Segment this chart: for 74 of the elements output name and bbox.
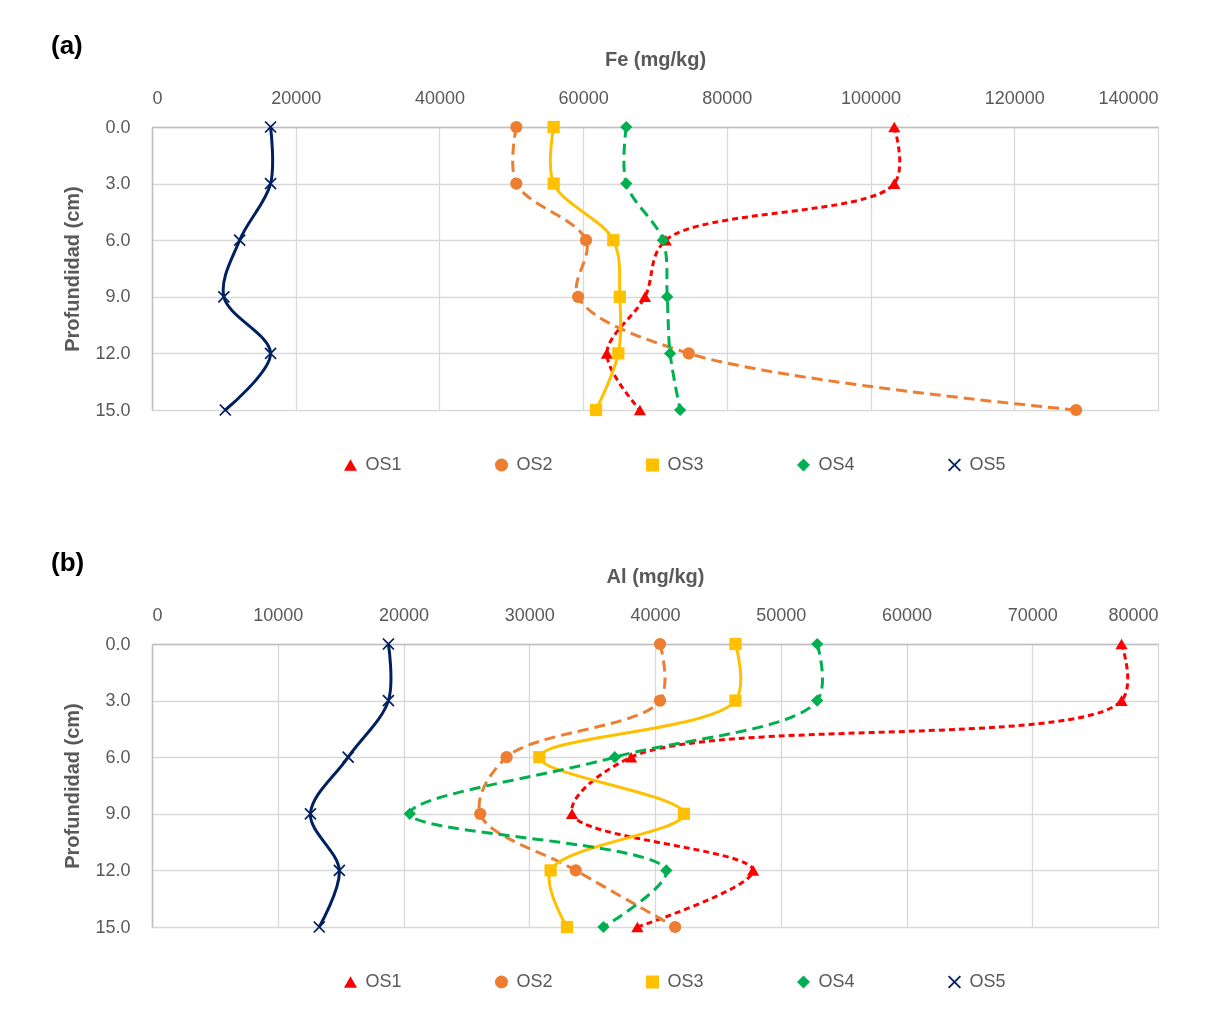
chart-title: (b) (50, 547, 85, 577)
legend-label: OS1 (365, 454, 402, 474)
point (565, 808, 579, 820)
x-axis-title: Al (mg/kg) (606, 564, 705, 587)
legend-label: OS3 (667, 454, 704, 474)
point (533, 751, 546, 764)
point (811, 637, 824, 651)
x-tick-label: 40000 (630, 604, 681, 625)
point (1115, 638, 1128, 650)
legend-label: OS4 (818, 971, 855, 991)
point (624, 751, 638, 763)
x-tick-label: 140000 (1098, 87, 1159, 108)
y-tick-label: 6.0 (105, 229, 131, 250)
y-tick-label: 15.0 (95, 916, 131, 937)
point (653, 694, 667, 707)
x-tick-label: 30000 (504, 604, 555, 625)
y-tick-label: 9.0 (105, 286, 131, 307)
x-tick-label: 70000 (1007, 604, 1058, 625)
point (333, 864, 346, 877)
point (631, 921, 644, 933)
legend-label: OS2 (516, 454, 553, 474)
y-tick-label: 6.0 (105, 746, 131, 767)
point (653, 637, 667, 651)
point (597, 920, 610, 934)
point (811, 694, 824, 707)
y-axis-title: Profundidad (cm) (61, 703, 84, 869)
point (660, 864, 673, 877)
y-tick-label: 3.0 (105, 690, 131, 711)
x-tick-label: 10000 (253, 604, 304, 625)
point (569, 864, 582, 877)
x-tick-label: 100000 (841, 87, 902, 108)
point (729, 694, 742, 707)
point (500, 751, 513, 764)
x-tick-label: 120000 (984, 87, 1045, 108)
x-tick-label: 80000 (702, 87, 753, 108)
point (544, 864, 557, 877)
y-tick-label: 9.0 (105, 803, 131, 824)
legend-label: OS4 (818, 454, 855, 474)
legend-label: OS2 (516, 971, 553, 991)
point (729, 637, 742, 651)
x-tick-label: 0 (152, 604, 163, 625)
legend-label: OS5 (969, 454, 1006, 474)
x-axis-title: Fe (mg/kg) (604, 47, 707, 70)
legend-label: OS1 (365, 971, 402, 991)
y-tick-label: 12.0 (95, 342, 131, 363)
point (560, 920, 574, 934)
point (403, 807, 416, 820)
x-tick-label: 20000 (271, 87, 322, 108)
y-tick-label: 0.0 (105, 116, 131, 137)
x-tick-label: 20000 (378, 604, 430, 625)
point (746, 865, 760, 876)
x-tick-label: 0 (152, 87, 163, 108)
point (313, 920, 326, 934)
y-tick-label: 12.0 (95, 859, 131, 880)
y-tick-label: 15.0 (95, 399, 131, 420)
point (382, 694, 395, 707)
x-tick-label: 60000 (881, 604, 933, 625)
x-tick-label: 80000 (1108, 604, 1159, 625)
y-axis-title: Profundidad (cm) (61, 186, 84, 352)
y-tick-label: 3.0 (105, 173, 131, 194)
legend-label: OS3 (667, 971, 704, 991)
legend-label: OS5 (969, 971, 1006, 991)
point (304, 807, 317, 820)
point (342, 751, 355, 764)
y-tick-label: 0.0 (105, 633, 131, 654)
x-tick-label: 60000 (558, 87, 609, 108)
point (669, 920, 682, 934)
x-tick-label: 50000 (756, 604, 807, 625)
point (608, 751, 621, 764)
point (474, 807, 487, 820)
point (677, 807, 691, 820)
point (1115, 695, 1128, 706)
x-tick-label: 40000 (414, 87, 465, 108)
chart-title: (a) (50, 30, 83, 60)
